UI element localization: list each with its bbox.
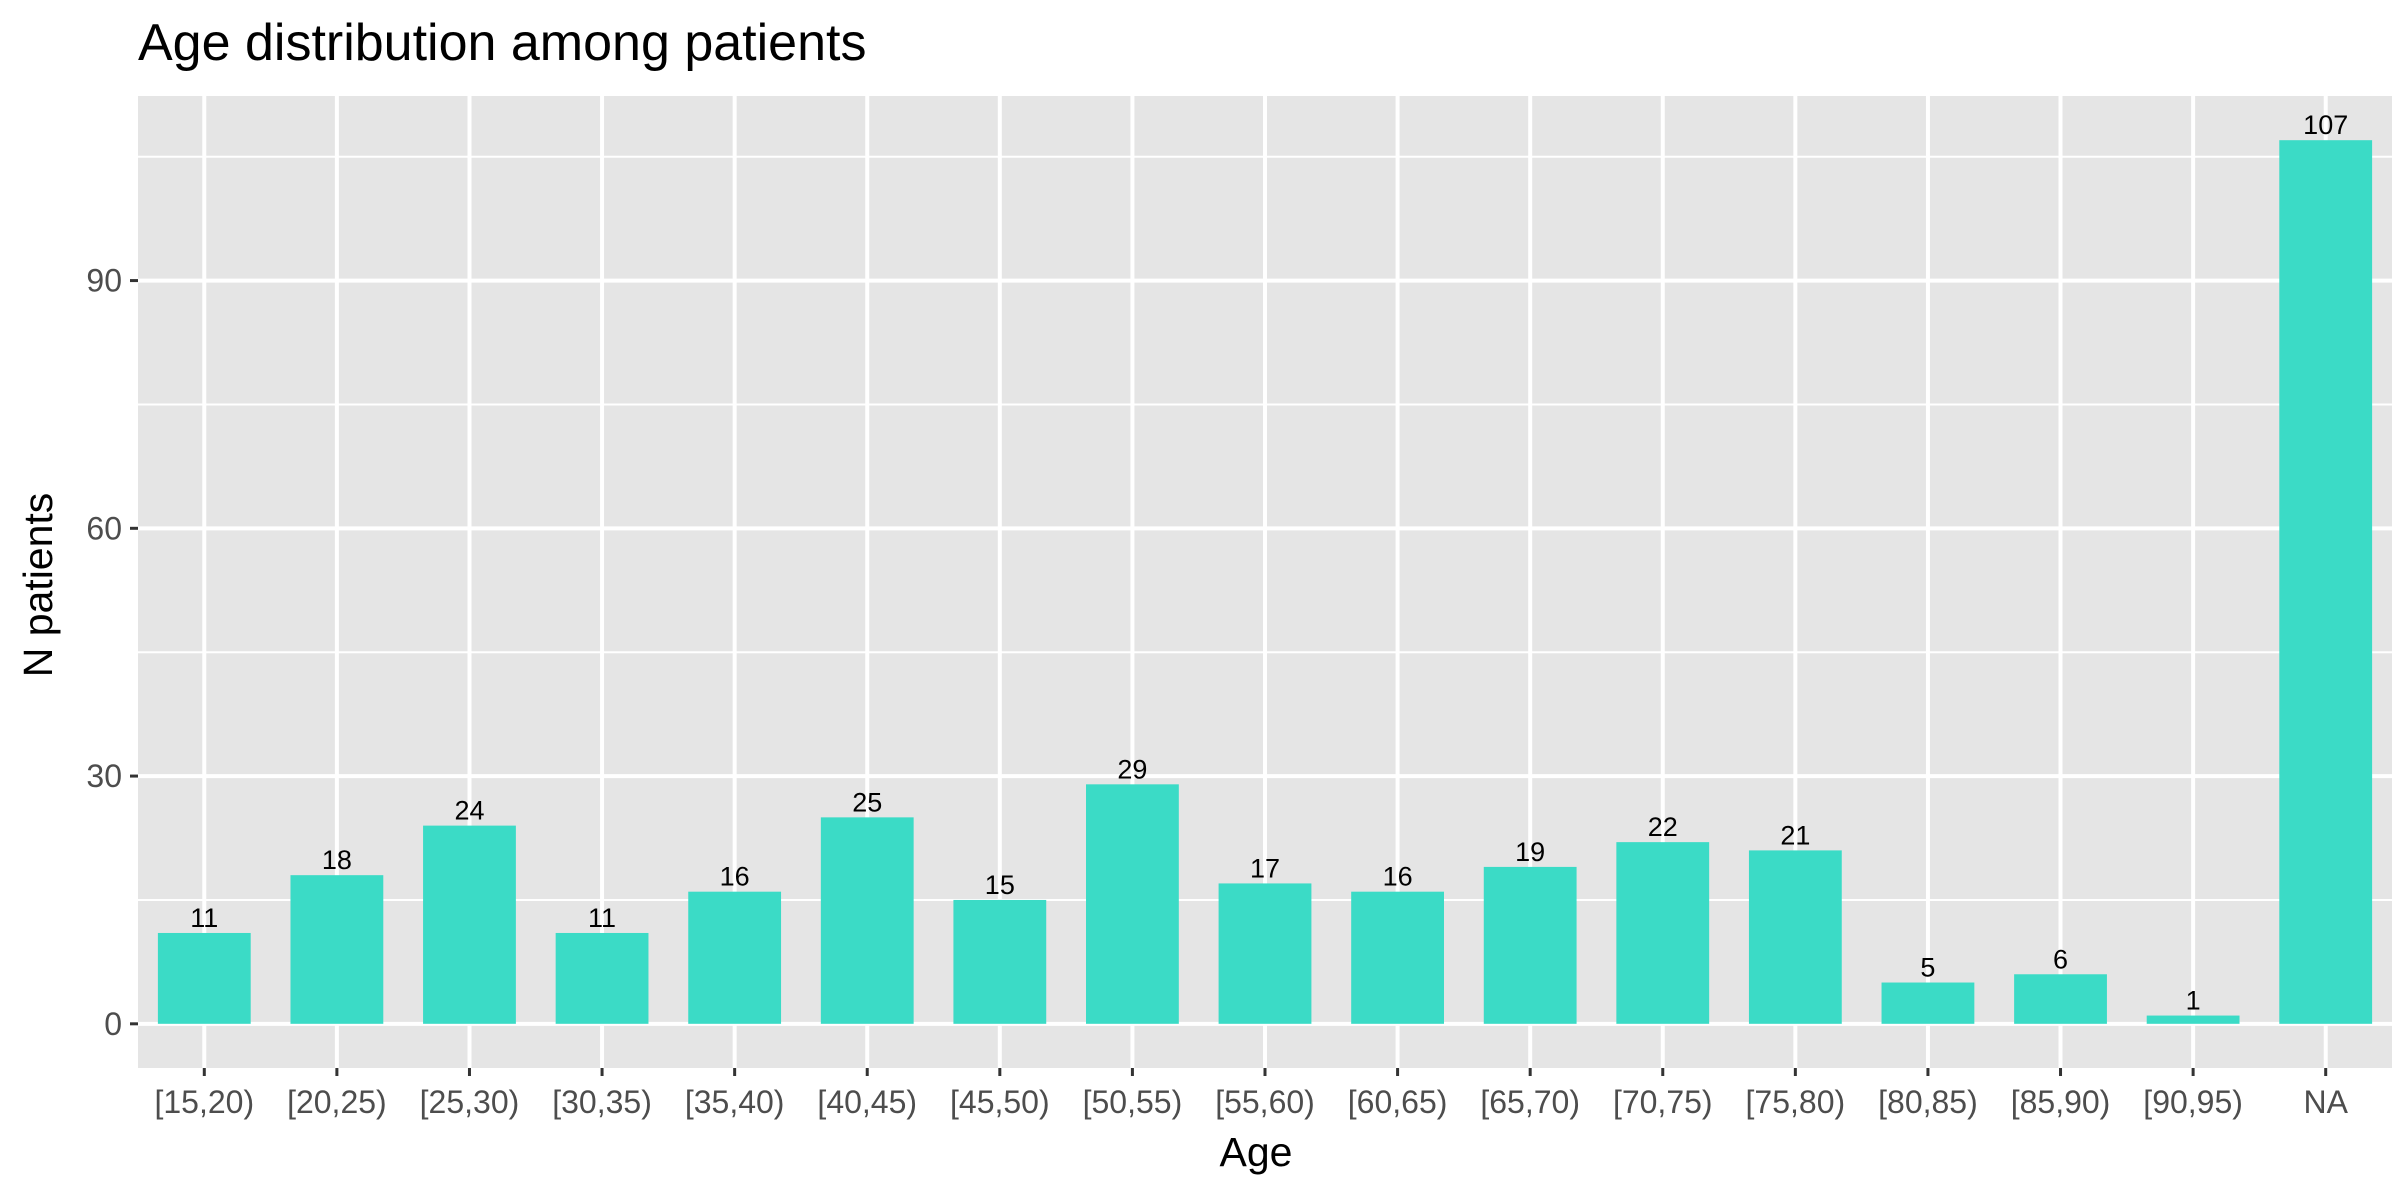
bar bbox=[820, 817, 914, 1024]
data-label: 19 bbox=[1515, 837, 1545, 867]
data-labels: 11 18 24 11 16 25 15 29 17 16 19 22 21 5 6 1 107 bbox=[190, 110, 2348, 1015]
x-tick-label: [20,25) bbox=[287, 1084, 387, 1120]
data-label: 1 bbox=[2186, 986, 2201, 1016]
x-tick-label: [90,95) bbox=[2143, 1084, 2243, 1120]
y-axis: 0 30 60 90 bbox=[86, 263, 138, 1042]
x-tick-label: [60,65) bbox=[1348, 1084, 1448, 1120]
x-tick-label: [35,40) bbox=[685, 1084, 785, 1120]
y-tick-label: 60 bbox=[86, 510, 122, 546]
x-tick-label: [50,55) bbox=[1083, 1084, 1183, 1120]
data-label: 17 bbox=[1250, 853, 1280, 883]
bar bbox=[555, 932, 649, 1024]
data-label: 15 bbox=[985, 870, 1015, 900]
x-tick-label: [80,85) bbox=[1878, 1084, 1978, 1120]
data-label: 11 bbox=[190, 903, 218, 933]
bar bbox=[1881, 982, 1975, 1024]
bar bbox=[1748, 850, 1842, 1024]
bar bbox=[1351, 891, 1444, 1024]
x-tick-label: [40,45) bbox=[817, 1084, 917, 1120]
chart-title: Age distribution among patients bbox=[138, 14, 866, 72]
data-label: 11 bbox=[588, 903, 616, 933]
data-label: 16 bbox=[1383, 862, 1413, 892]
data-label: 24 bbox=[454, 796, 484, 826]
data-label: 16 bbox=[720, 862, 750, 892]
bar bbox=[1218, 883, 1312, 1024]
data-label: 29 bbox=[1117, 754, 1147, 784]
y-tick-label: 30 bbox=[86, 758, 122, 794]
bar bbox=[290, 875, 384, 1024]
x-axis-title: Age bbox=[1220, 1129, 1293, 1175]
x-tick-label: [85,90) bbox=[2011, 1084, 2111, 1120]
bar bbox=[953, 899, 1047, 1024]
y-axis-title: N patients bbox=[15, 493, 61, 678]
data-label: 22 bbox=[1648, 812, 1678, 842]
bar bbox=[423, 825, 516, 1024]
bar bbox=[2146, 1015, 2240, 1024]
x-tick-label: [70,75) bbox=[1613, 1084, 1713, 1120]
x-tick-label: [75,80) bbox=[1746, 1084, 1846, 1120]
data-label: 107 bbox=[2303, 110, 2348, 140]
x-tick-label: [45,50) bbox=[950, 1084, 1050, 1120]
bar bbox=[2014, 974, 2107, 1024]
bar bbox=[1616, 842, 1710, 1024]
x-tick-label: [30,35) bbox=[552, 1084, 652, 1120]
data-label: 6 bbox=[2053, 944, 2068, 974]
bar bbox=[2279, 140, 2373, 1024]
bar bbox=[688, 891, 782, 1024]
bar bbox=[157, 932, 251, 1024]
x-axis: [15,20) [20,25) [25,30) [30,35) [35,40) [40,4… bbox=[154, 1068, 2349, 1120]
bar-series bbox=[157, 140, 2373, 1024]
bar bbox=[1086, 784, 1179, 1024]
y-tick-label: 0 bbox=[104, 1006, 122, 1042]
data-label: 21 bbox=[1780, 820, 1810, 850]
data-label: 18 bbox=[322, 845, 352, 875]
data-label: 5 bbox=[1920, 953, 1935, 983]
x-tick-label: [25,30) bbox=[420, 1084, 520, 1120]
x-tick-label: [55,60) bbox=[1215, 1084, 1315, 1120]
y-tick-label: 90 bbox=[86, 263, 122, 299]
x-tick-label: [15,20) bbox=[154, 1084, 254, 1120]
bar bbox=[1483, 866, 1577, 1024]
x-tick-label: [65,70) bbox=[1480, 1084, 1580, 1120]
x-tick-label: NA bbox=[2303, 1084, 2348, 1120]
data-label: 25 bbox=[852, 787, 882, 817]
